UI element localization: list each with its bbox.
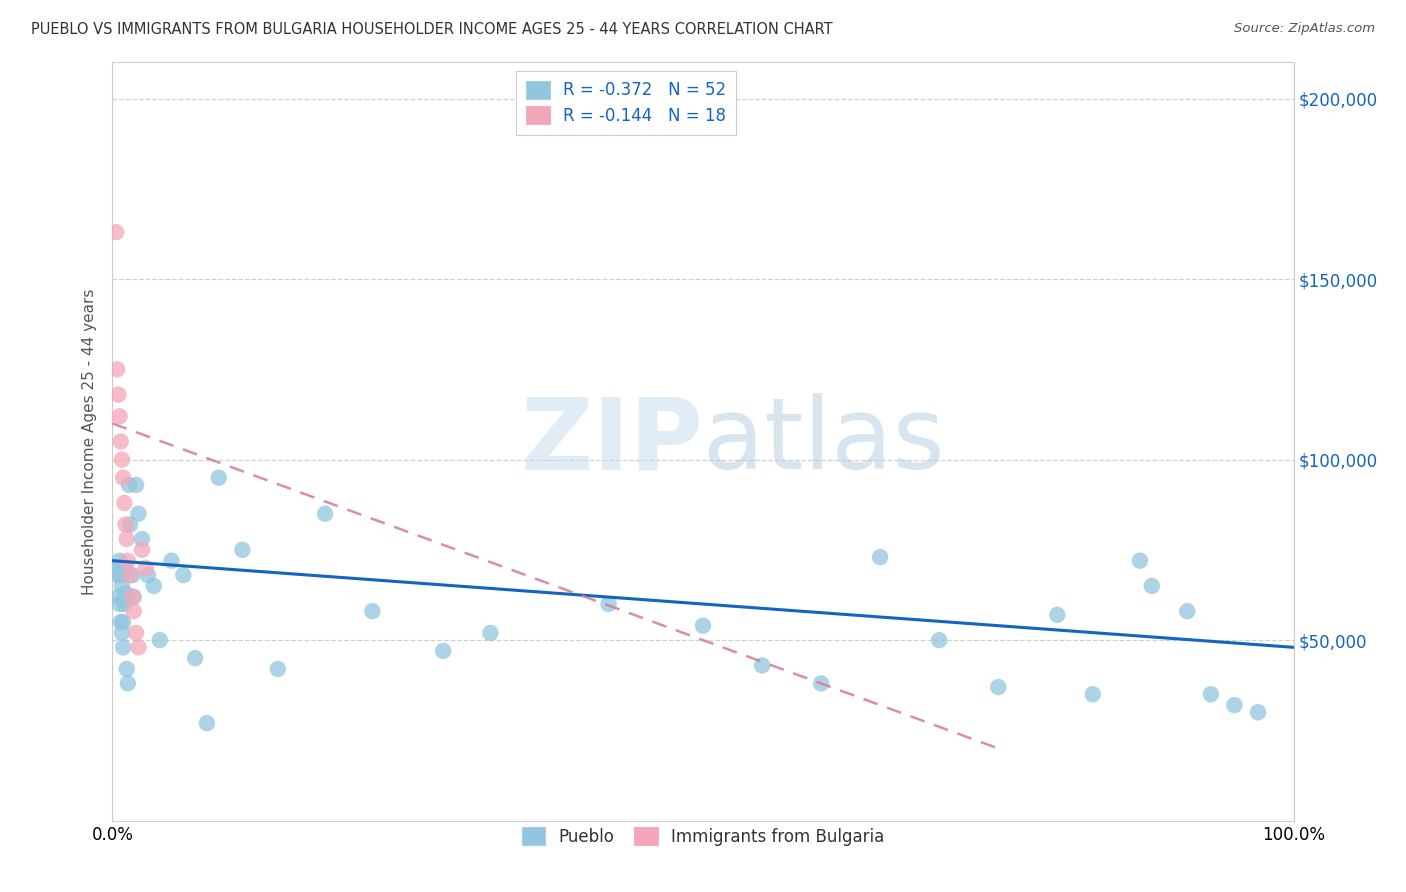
Point [112, 615, 135, 629]
Point [598, 597, 620, 611]
Point [195, 716, 218, 731]
Point [122, 590, 145, 604]
Point [108, 597, 131, 611]
Point [122, 604, 145, 618]
Point [117, 554, 139, 568]
Point [105, 568, 128, 582]
Point [135, 561, 157, 575]
Point [107, 387, 129, 401]
Point [1140, 579, 1163, 593]
Point [314, 507, 336, 521]
Point [1199, 687, 1222, 701]
Point [131, 532, 153, 546]
Point [105, 225, 128, 239]
Point [1247, 706, 1270, 720]
Point [1081, 687, 1104, 701]
Point [112, 597, 135, 611]
Point [108, 554, 131, 568]
Point [108, 409, 131, 424]
Text: ZIP: ZIP [520, 393, 703, 490]
Point [112, 496, 135, 510]
Point [110, 615, 132, 629]
Point [121, 568, 143, 582]
Point [479, 626, 502, 640]
Text: atlas: atlas [703, 393, 945, 490]
Point [111, 452, 134, 467]
Point [114, 517, 136, 532]
Point [231, 542, 253, 557]
Point [810, 676, 832, 690]
Point [112, 640, 135, 655]
Point [115, 532, 138, 546]
Point [117, 676, 139, 690]
Point [928, 633, 950, 648]
Point [121, 590, 143, 604]
Point [105, 362, 128, 376]
Point [869, 550, 891, 565]
Point [110, 568, 132, 582]
Point [208, 470, 231, 484]
Point [125, 478, 148, 492]
Point [120, 517, 142, 532]
Point [111, 579, 134, 593]
Point [110, 434, 132, 449]
Point [120, 568, 142, 582]
Point [127, 640, 149, 655]
Text: Source: ZipAtlas.com: Source: ZipAtlas.com [1234, 22, 1375, 36]
Point [987, 680, 1010, 694]
Point [115, 662, 138, 676]
Point [172, 568, 194, 582]
Point [112, 561, 135, 575]
Point [105, 561, 128, 575]
Point [112, 470, 135, 484]
Point [432, 644, 454, 658]
Point [142, 579, 165, 593]
Point [131, 542, 153, 557]
Point [136, 568, 159, 582]
Point [118, 478, 141, 492]
Point [267, 662, 290, 676]
Point [751, 658, 773, 673]
Point [1129, 554, 1152, 568]
Point [111, 626, 134, 640]
Point [1175, 604, 1198, 618]
Point [184, 651, 207, 665]
Point [1046, 607, 1069, 622]
Point [114, 586, 136, 600]
Text: PUEBLO VS IMMIGRANTS FROM BULGARIA HOUSEHOLDER INCOME AGES 25 - 44 YEARS CORRELA: PUEBLO VS IMMIGRANTS FROM BULGARIA HOUSE… [31, 22, 832, 37]
Point [149, 633, 172, 648]
Point [125, 626, 148, 640]
Point [1223, 698, 1246, 712]
Point [160, 554, 183, 568]
Point [692, 618, 714, 632]
Legend: Pueblo, Immigrants from Bulgaria: Pueblo, Immigrants from Bulgaria [513, 819, 893, 854]
Point [361, 604, 384, 618]
Point [107, 590, 129, 604]
Point [127, 507, 149, 521]
Y-axis label: Householder Income Ages 25 - 44 years: Householder Income Ages 25 - 44 years [82, 288, 97, 595]
